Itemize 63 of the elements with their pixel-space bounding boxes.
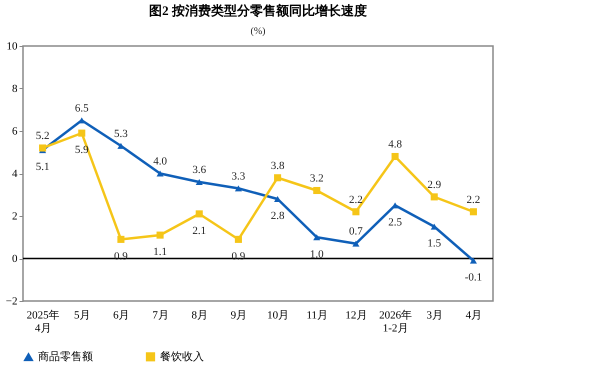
data-label: 1.5 bbox=[427, 238, 442, 250]
data-label: 4.8 bbox=[388, 138, 402, 150]
y-tick-label: 10 bbox=[6, 40, 18, 52]
point bbox=[234, 236, 242, 243]
data-label: 2.9 bbox=[427, 178, 442, 191]
y-tick-label: 6 bbox=[12, 126, 18, 138]
point bbox=[39, 144, 46, 152]
x-tick-label: 5月 bbox=[74, 310, 90, 322]
point bbox=[470, 258, 477, 264]
data-label: 2.2 bbox=[466, 194, 480, 206]
point bbox=[156, 232, 164, 239]
data-label: 4.0 bbox=[153, 156, 168, 168]
x-tick-label: 8月 bbox=[192, 310, 208, 322]
x-tick-label: 6月 bbox=[113, 310, 130, 322]
x-tick-label: 4月 bbox=[466, 310, 482, 322]
data-label: 0.7 bbox=[349, 226, 364, 238]
data-label: 2.2 bbox=[349, 194, 363, 206]
data-label: 5.2 bbox=[36, 130, 50, 142]
data-label: 2.1 bbox=[192, 224, 206, 237]
x-tick-label: 9月 bbox=[230, 310, 248, 322]
data-label: 3.8 bbox=[270, 160, 285, 172]
data-label: 5.3 bbox=[114, 128, 128, 140]
data-label: 1.0 bbox=[310, 248, 324, 260]
y-tick-label: 4 bbox=[12, 168, 18, 180]
data-label: 2.8 bbox=[270, 210, 285, 222]
point bbox=[234, 185, 242, 192]
point bbox=[352, 240, 360, 247]
x-tick-label: 10月 bbox=[267, 310, 290, 322]
point bbox=[274, 174, 282, 182]
y-tick-label: 8 bbox=[12, 83, 18, 95]
x-tick-label: 11月 bbox=[306, 310, 328, 322]
data-label: 3.3 bbox=[232, 170, 246, 182]
data-label: 6.5 bbox=[74, 102, 90, 114]
data-label: 3.6 bbox=[192, 164, 207, 176]
point bbox=[313, 234, 320, 240]
data-label: 5.1 bbox=[36, 161, 50, 174]
x-tick-label: 7月 bbox=[152, 310, 169, 322]
chart-title: 图2 按消费类型分零售额同比增长速度 bbox=[149, 3, 367, 18]
x-tick-label: 3月 bbox=[426, 310, 443, 322]
data-label: 1.1 bbox=[153, 246, 167, 258]
legend-label: 商品零售额 bbox=[38, 350, 93, 364]
y-tick-label: −2 bbox=[6, 296, 18, 308]
point bbox=[117, 142, 124, 149]
data-label: 2.5 bbox=[388, 216, 402, 228]
y-tick-label: 0 bbox=[12, 253, 18, 265]
point bbox=[156, 170, 164, 177]
data-label: -0.1 bbox=[464, 272, 482, 284]
legend-label: 餐饮收入 bbox=[160, 350, 204, 363]
point bbox=[430, 193, 438, 200]
y-tick-label: 2 bbox=[12, 210, 18, 222]
point bbox=[196, 210, 203, 218]
point bbox=[392, 152, 399, 160]
point bbox=[313, 186, 320, 194]
x-tick-label: 2025年 4月 bbox=[26, 310, 60, 334]
point bbox=[117, 236, 124, 243]
x-tick-label: 12月 bbox=[345, 310, 368, 322]
x-tick-label: 2026年 1-2月 bbox=[379, 310, 412, 334]
data-label: 3.2 bbox=[310, 172, 324, 184]
point bbox=[470, 208, 477, 216]
point bbox=[352, 208, 360, 216]
point bbox=[78, 130, 86, 137]
point bbox=[196, 178, 203, 186]
y-axis-title: (%) bbox=[250, 26, 266, 37]
